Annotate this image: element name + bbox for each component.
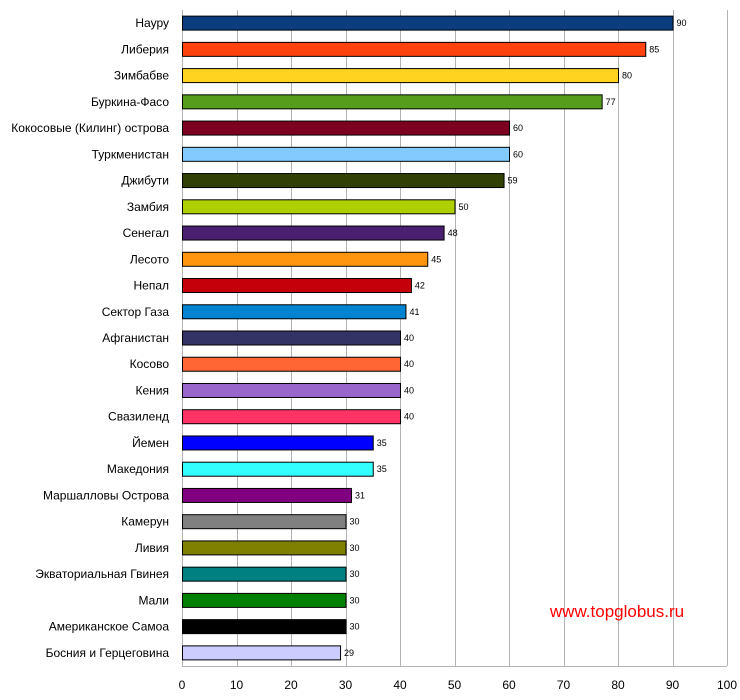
bar: [182, 382, 401, 398]
x-tick-label: 20: [284, 678, 298, 692]
bar: [182, 487, 352, 503]
category-label: Экваториальная Гвинея: [35, 567, 169, 581]
value-label: 40: [404, 333, 414, 343]
bar: [182, 304, 407, 320]
bar: [182, 540, 347, 556]
bar: [182, 278, 412, 294]
value-label: 60: [513, 123, 523, 133]
value-label: 59: [508, 176, 518, 186]
value-label: 30: [350, 517, 360, 527]
category-label: Афганистан: [102, 331, 169, 345]
category-label: Непал: [133, 279, 169, 293]
category-label: Маршалловы Острова: [43, 488, 169, 502]
value-label: 60: [513, 149, 523, 159]
x-tick-label: 80: [611, 678, 625, 692]
x-tick-label: 40: [393, 678, 407, 692]
category-label: Либерия: [121, 42, 169, 56]
category-label: Сенегал: [123, 226, 169, 240]
category-label: Македония: [107, 462, 169, 476]
category-label: Свазиленд: [108, 410, 169, 424]
x-tick-label: 60: [502, 678, 516, 692]
value-label: 77: [606, 97, 616, 107]
bar: [182, 645, 342, 661]
value-label: 41: [409, 307, 419, 317]
bar: [182, 41, 647, 57]
category-label: Ливия: [135, 541, 169, 555]
category-label: Американское Самоа: [49, 620, 170, 634]
x-tick-label: 50: [448, 678, 462, 692]
category-label: Косово: [130, 357, 170, 371]
bar: [182, 409, 401, 425]
bar: [182, 225, 445, 241]
category-label: Джибути: [121, 174, 169, 188]
category-label: Лесото: [130, 252, 169, 266]
category-label: Мали: [138, 593, 169, 607]
bar: [182, 435, 374, 451]
value-label: 35: [377, 438, 387, 448]
value-label: 45: [431, 254, 441, 264]
bar: [182, 199, 456, 215]
value-label: 50: [459, 202, 469, 212]
x-tick-label: 0: [179, 678, 186, 692]
watermark-text: www.topglobus.ru: [549, 602, 684, 621]
category-label: Босния и Герцеговина: [46, 646, 170, 660]
bar: [182, 461, 374, 477]
category-label: Буркина-Фасо: [91, 95, 169, 109]
bar: [182, 566, 347, 582]
category-label: Сектор Газа: [102, 305, 170, 319]
value-label: 30: [350, 595, 360, 605]
bar: [182, 94, 603, 110]
value-label: 30: [350, 569, 360, 579]
category-label: Йемен: [132, 435, 169, 450]
value-label: 48: [448, 228, 458, 238]
value-label: 42: [415, 281, 425, 291]
bar: [182, 619, 347, 635]
value-label: 29: [344, 648, 354, 658]
bar: [182, 120, 510, 136]
value-label: 85: [649, 44, 659, 54]
value-label: 30: [350, 543, 360, 553]
bar: [182, 251, 429, 267]
category-label: Зимбабве: [114, 69, 169, 83]
value-label: 35: [377, 464, 387, 474]
bar: [182, 592, 347, 608]
bar: [182, 356, 401, 372]
bar: [182, 68, 619, 84]
x-tick-label: 90: [666, 678, 680, 692]
value-label: 40: [404, 385, 414, 395]
x-axis-ticks: 0 10 20 30 40 50 60 70 80 90 100: [179, 678, 738, 692]
value-label: 40: [404, 359, 414, 369]
category-label: Кокосовые (Килинг) острова: [11, 121, 169, 135]
value-label: 90: [677, 18, 687, 28]
bars: [182, 15, 674, 661]
category-label: Камерун: [121, 515, 169, 529]
value-label: 40: [404, 412, 414, 422]
category-label: Кения: [136, 383, 170, 397]
category-labels: Науру Либерия Зимбабве Буркина-Фасо Кокосовы…: [11, 16, 169, 660]
bar: [182, 330, 401, 346]
x-tick-label: 100: [717, 678, 737, 692]
x-tick-label: 10: [230, 678, 244, 692]
value-labels: 90 85 80 77 60 60 59 50 48 45 42 41 40 40 40 40 35 35 31 30…: [344, 18, 686, 658]
x-tick-label: 70: [557, 678, 571, 692]
category-label: Туркменистан: [92, 147, 169, 161]
value-label: 30: [350, 622, 360, 632]
bar: [182, 15, 674, 31]
x-tick-label: 30: [339, 678, 353, 692]
category-label: Замбия: [127, 200, 169, 214]
value-label: 31: [355, 490, 365, 500]
value-label: 80: [622, 71, 632, 81]
category-label: Науру: [135, 16, 169, 30]
bar: [182, 514, 347, 530]
bar: [182, 173, 505, 189]
bar: [182, 146, 510, 162]
